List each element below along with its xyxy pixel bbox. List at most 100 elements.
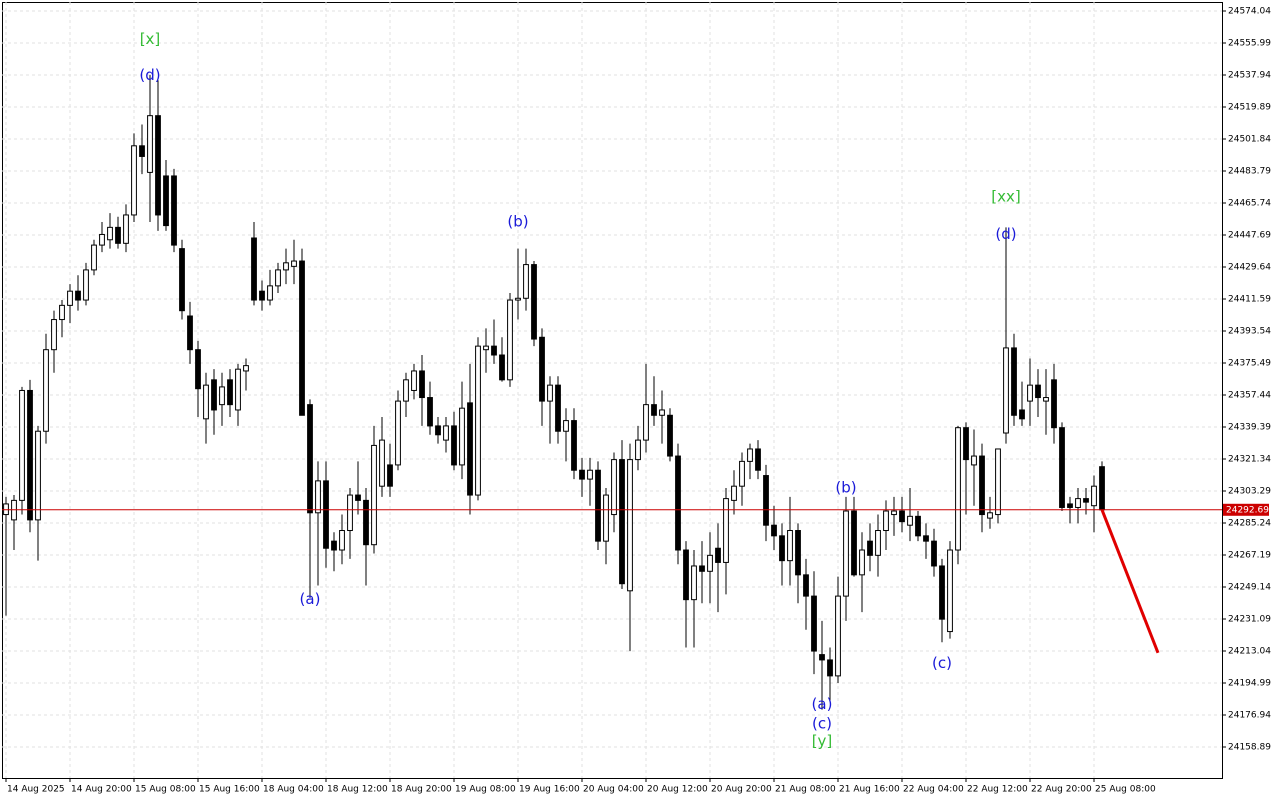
candle-body (555, 384, 561, 432)
candle-body (1099, 466, 1105, 511)
candle-body (347, 494, 353, 532)
candle-body (755, 448, 761, 471)
candle-body (835, 595, 841, 677)
candle-body (875, 530, 881, 556)
candle-body (467, 402, 473, 496)
x-tick-label: 21 Aug 08:00 (775, 785, 836, 795)
candle-body (1027, 384, 1033, 402)
candle-body (403, 379, 409, 402)
candle-body (579, 469, 585, 480)
candle-body (763, 475, 769, 526)
y-tick-label: 24158.89 (1228, 742, 1271, 752)
candle-body (147, 115, 153, 173)
candle-body (171, 175, 177, 246)
candle-body (819, 654, 825, 661)
candle-body (699, 565, 705, 572)
candle-body (1091, 485, 1097, 507)
y-tick-label: 24393.54 (1228, 327, 1271, 337)
candle-body (139, 145, 145, 157)
candle-body (1067, 503, 1073, 508)
candle-body (715, 547, 721, 563)
x-tick-label: 14 Aug 2025 (7, 785, 65, 795)
candle-body (387, 464, 393, 487)
last-price-label: 24292.69 (1226, 505, 1269, 515)
candle-body (107, 226, 113, 241)
y-tick-label: 24537.94 (1228, 71, 1271, 81)
y-tick-label: 24249.14 (1228, 582, 1271, 592)
candle-body (67, 290, 73, 306)
candle-body (315, 480, 321, 514)
candle-body (51, 319, 57, 351)
candle-body (75, 290, 81, 301)
candle-body (283, 262, 289, 271)
candle-body (571, 420, 577, 471)
candle-body (667, 414, 673, 457)
y-tick-label: 24574.04 (1228, 7, 1271, 17)
candle-body (435, 425, 441, 436)
candle-body (851, 510, 857, 576)
candle-body (867, 540, 873, 556)
candle-body (907, 515, 913, 526)
wave-label: [y] (812, 732, 833, 750)
candle-body (427, 397, 433, 427)
candle-body (1003, 347, 1009, 434)
candle-body (19, 389, 25, 501)
candle-body (339, 530, 345, 551)
candle-body (267, 285, 273, 301)
candle-body (331, 540, 337, 551)
x-tick-label: 25 Aug 08:00 (1095, 785, 1156, 795)
candle-body (915, 515, 921, 537)
candle-body (1083, 498, 1089, 503)
y-tick-label: 24483.79 (1228, 167, 1271, 177)
y-tick-label: 24465.74 (1228, 199, 1271, 209)
candle-body (1019, 409, 1025, 420)
candle-body (83, 269, 89, 301)
candle-body (235, 368, 241, 411)
candle-body (787, 530, 793, 562)
candle-body (899, 510, 905, 523)
candle-body (931, 540, 937, 567)
candle-body (963, 427, 969, 461)
y-tick-label: 24501.84 (1228, 135, 1271, 145)
wave-label: (b) (507, 213, 528, 231)
candle-body (619, 459, 625, 585)
x-tick-label: 22 Aug 20:00 (1031, 785, 1092, 795)
y-tick-label: 24411.59 (1228, 295, 1271, 305)
candle-body (1075, 498, 1081, 508)
candle-body (211, 379, 217, 411)
candle-body (1043, 397, 1049, 402)
wave-label: [xx] (991, 188, 1020, 206)
candle-body (603, 494, 609, 542)
candle-body (515, 297, 521, 301)
plot-area (2, 2, 1222, 778)
candle-body (891, 510, 897, 516)
candle-body (1051, 379, 1057, 429)
candle-body (627, 459, 633, 592)
candle-body (587, 469, 593, 480)
wave-label: (a) (812, 695, 833, 713)
y-tick-label: 24285.24 (1228, 518, 1271, 528)
y-tick-label: 24339.39 (1228, 422, 1271, 432)
candle-body (675, 455, 681, 551)
candle-body (531, 264, 537, 340)
y-tick-label: 24357.44 (1228, 390, 1271, 400)
y-tick-label: 24447.69 (1228, 231, 1271, 241)
candle-body (123, 214, 129, 244)
y-tick-label: 24176.94 (1228, 710, 1271, 720)
candle-body (707, 554, 713, 572)
candle-body (747, 448, 753, 462)
candle-body (843, 510, 849, 597)
candle-body (507, 299, 513, 381)
wave-label: (d) (995, 225, 1016, 243)
candle-body (275, 269, 281, 287)
candle-body (187, 315, 193, 351)
candle-body (611, 459, 617, 516)
candle-body (547, 384, 553, 402)
wave-label: (c) (932, 654, 952, 672)
candle-body (243, 365, 249, 372)
candle-body (771, 524, 777, 537)
candle-body (43, 349, 49, 432)
candle-body (683, 549, 689, 601)
y-tick-label: 24375.49 (1228, 358, 1271, 368)
